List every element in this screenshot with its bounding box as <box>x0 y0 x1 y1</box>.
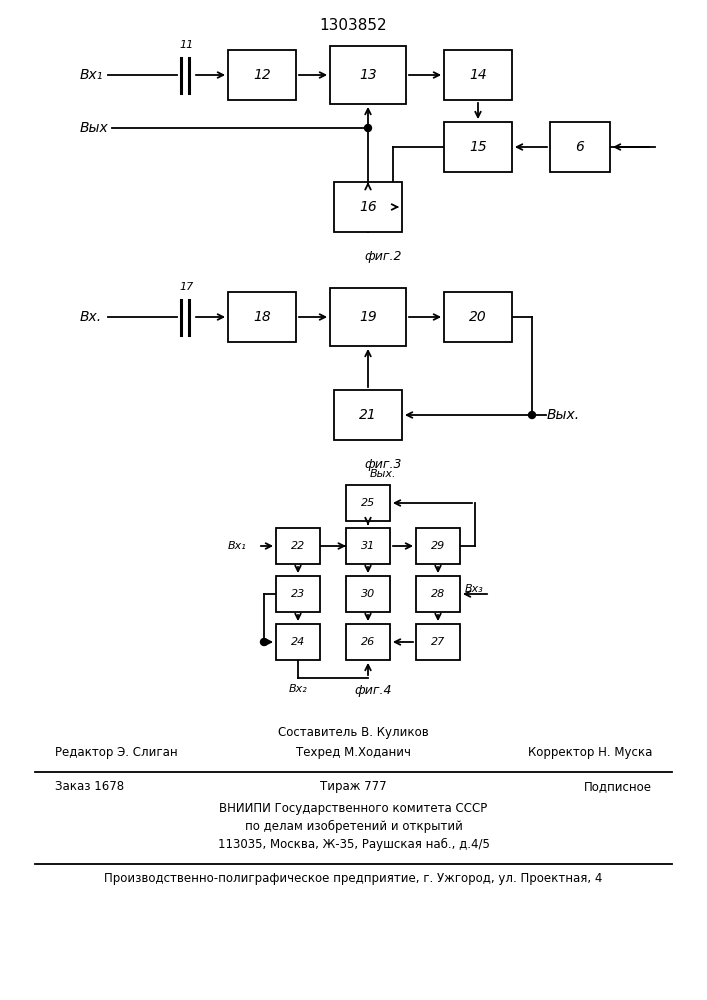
Text: 22: 22 <box>291 541 305 551</box>
Text: 6: 6 <box>575 140 585 154</box>
Text: 29: 29 <box>431 541 445 551</box>
Text: фиг.2: фиг.2 <box>364 250 402 263</box>
Text: по делам изобретений и открытий: по делам изобретений и открытий <box>245 820 462 833</box>
Bar <box>550 122 610 172</box>
Text: Тираж 777: Тираж 777 <box>320 780 387 793</box>
Bar <box>228 292 296 342</box>
Circle shape <box>529 412 535 418</box>
Text: 21: 21 <box>359 408 377 422</box>
Text: 25: 25 <box>361 498 375 508</box>
Text: ВНИИПИ Государственного комитета СССР: ВНИИПИ Государственного комитета СССР <box>219 802 488 815</box>
Text: 30: 30 <box>361 589 375 599</box>
Text: Техред М.Ходанич: Техред М.Ходанич <box>296 746 411 759</box>
Bar <box>416 576 460 612</box>
Text: 20: 20 <box>469 310 487 324</box>
Text: Заказ 1678: Заказ 1678 <box>55 780 124 793</box>
Text: 31: 31 <box>361 541 375 551</box>
Text: 16: 16 <box>359 200 377 214</box>
Bar <box>334 182 402 232</box>
Text: Вых: Вых <box>80 121 109 135</box>
Text: Вх₁: Вх₁ <box>228 541 247 551</box>
Text: 19: 19 <box>359 310 377 324</box>
Text: 15: 15 <box>469 140 487 154</box>
Text: 11: 11 <box>180 39 194 49</box>
Bar <box>416 624 460 660</box>
Bar <box>276 624 320 660</box>
Bar <box>330 288 406 346</box>
Text: Вх.: Вх. <box>80 310 102 324</box>
Bar <box>444 50 512 100</box>
Bar <box>444 122 512 172</box>
Text: 17: 17 <box>180 282 194 292</box>
Text: Производственно-полиграфическое предприятие, г. Ужгород, ул. Проектная, 4: Производственно-полиграфическое предприя… <box>105 872 602 885</box>
Text: 1303852: 1303852 <box>320 18 387 33</box>
Text: Вх₃: Вх₃ <box>465 584 484 594</box>
Bar <box>346 624 390 660</box>
Text: 26: 26 <box>361 637 375 647</box>
Text: 14: 14 <box>469 68 487 82</box>
Bar <box>334 390 402 440</box>
Text: 23: 23 <box>291 589 305 599</box>
Text: 24: 24 <box>291 637 305 647</box>
Text: 18: 18 <box>253 310 271 324</box>
Text: Вых.: Вых. <box>370 469 397 479</box>
Text: Вх₂: Вх₂ <box>288 684 308 694</box>
Circle shape <box>365 124 371 131</box>
Circle shape <box>260 639 267 646</box>
Bar <box>276 576 320 612</box>
Text: 28: 28 <box>431 589 445 599</box>
Text: 13: 13 <box>359 68 377 82</box>
Text: Подписное: Подписное <box>584 780 652 793</box>
Bar <box>416 528 460 564</box>
Bar <box>346 528 390 564</box>
Text: фиг.3: фиг.3 <box>364 458 402 471</box>
Text: 27: 27 <box>431 637 445 647</box>
Bar <box>346 576 390 612</box>
Bar <box>228 50 296 100</box>
Text: 12: 12 <box>253 68 271 82</box>
Text: фиг.4: фиг.4 <box>354 684 392 697</box>
Text: Вх₁: Вх₁ <box>80 68 103 82</box>
Text: Составитель В. Куликов: Составитель В. Куликов <box>278 726 429 739</box>
Bar <box>276 528 320 564</box>
Text: 113035, Москва, Ж-35, Раушская наб., д.4/5: 113035, Москва, Ж-35, Раушская наб., д.4… <box>218 838 489 851</box>
Text: Редактор Э. Слиган: Редактор Э. Слиган <box>55 746 177 759</box>
Bar <box>346 485 390 521</box>
Bar <box>330 46 406 104</box>
Text: Корректор Н. Муска: Корректор Н. Муска <box>527 746 652 759</box>
Text: Вых.: Вых. <box>547 408 580 422</box>
Bar <box>444 292 512 342</box>
